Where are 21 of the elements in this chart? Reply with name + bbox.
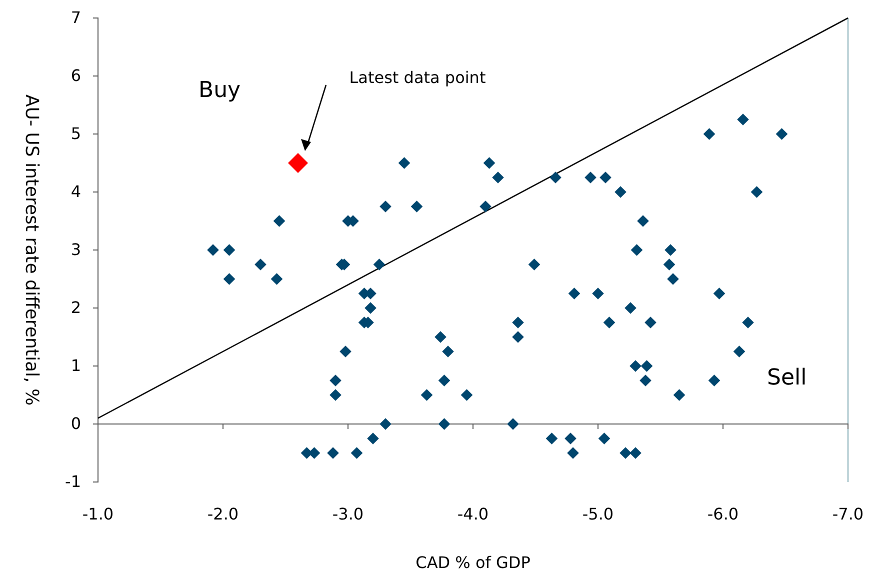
y-axis-title: AU- US interest rate differential, % (21, 94, 42, 406)
y-tick-label: 1 (70, 356, 81, 376)
annotation: Latest data point (349, 68, 486, 87)
x-tick-label: -6.0 (707, 504, 739, 524)
x-tick-label: -4.0 (457, 504, 489, 524)
y-tick-label: 7 (70, 8, 81, 28)
y-tick-label: 2 (70, 298, 81, 318)
y-tick-label: 4 (70, 182, 81, 202)
y-tick-label: -1 (65, 472, 81, 492)
x-tick-label: -1.0 (82, 504, 114, 524)
x-tick-label: -3.0 (332, 504, 364, 524)
x-tick-label: -5.0 (582, 504, 614, 524)
y-tick-label: 6 (70, 66, 81, 86)
y-tick-label: 0 (70, 414, 81, 434)
x-axis-title: CAD % of GDP (416, 553, 531, 572)
y-tick-label: 3 (70, 240, 81, 260)
annotation: Sell (767, 366, 807, 391)
annotation: Buy (198, 78, 241, 103)
x-tick-label: -2.0 (207, 504, 239, 524)
y-tick-label: 5 (70, 124, 81, 144)
x-tick-label: -7.0 (832, 504, 864, 524)
